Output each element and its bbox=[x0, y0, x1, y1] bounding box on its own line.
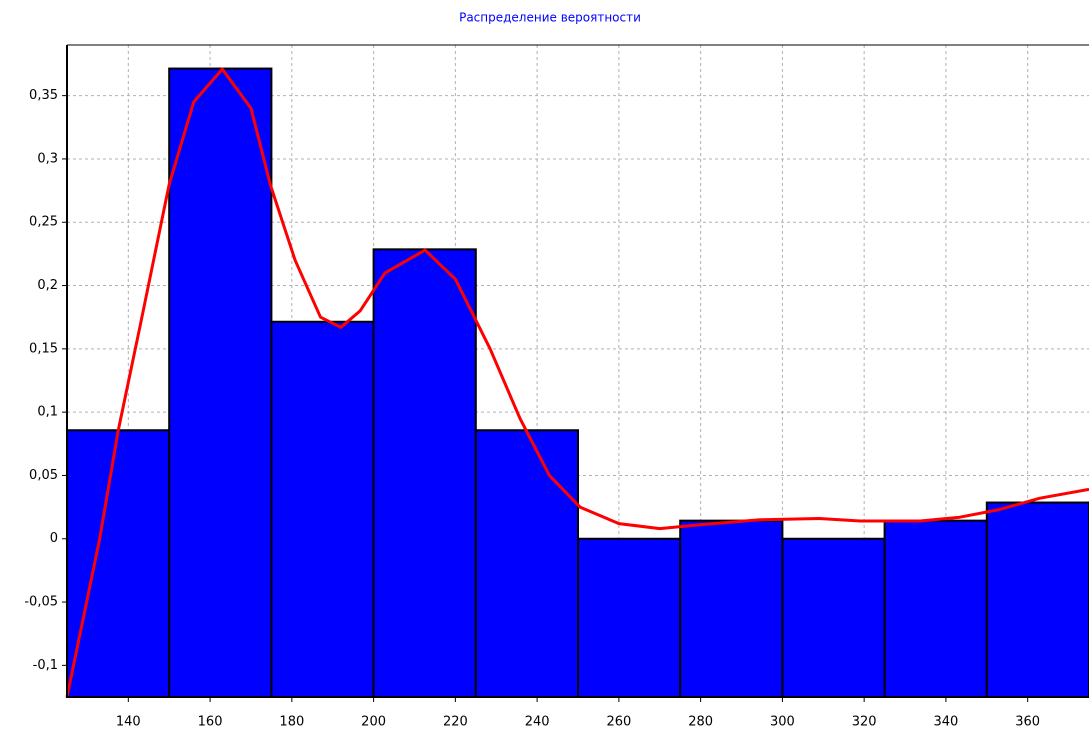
bar bbox=[883, 519, 988, 698]
y-tick-label: 0,15 bbox=[29, 341, 58, 356]
x-tick-label: 180 bbox=[279, 715, 304, 730]
bar bbox=[577, 537, 682, 698]
x-tick-label: 360 bbox=[1015, 715, 1040, 730]
bar bbox=[66, 429, 171, 698]
x-tick-label: 280 bbox=[688, 715, 713, 730]
bar bbox=[168, 67, 273, 698]
x-tick-label: 140 bbox=[116, 715, 141, 730]
bar bbox=[679, 519, 784, 698]
y-tick-label: 0,2 bbox=[37, 278, 58, 293]
y-tick-label: 0,1 bbox=[37, 405, 58, 420]
chart-title: Распределение вероятности bbox=[459, 11, 641, 25]
x-tick-label: 200 bbox=[361, 715, 386, 730]
x-tick-label: 260 bbox=[606, 715, 631, 730]
bar bbox=[270, 320, 375, 698]
x-tick-label: 340 bbox=[934, 715, 959, 730]
bar bbox=[781, 537, 886, 698]
y-tick-label: 0,35 bbox=[29, 88, 58, 103]
y-tick-label: 0 bbox=[50, 531, 58, 546]
x-tick-label: 220 bbox=[443, 715, 468, 730]
density-curve bbox=[65, 67, 1089, 698]
x-tick-label: 300 bbox=[770, 715, 795, 730]
y-tick-label: -0,05 bbox=[24, 595, 58, 610]
y-tick-label: -0,1 bbox=[33, 658, 58, 673]
y-tick-label: 0,3 bbox=[37, 151, 58, 166]
bar bbox=[474, 429, 579, 698]
y-tick-label: 0,25 bbox=[29, 215, 58, 230]
x-tick-label: 320 bbox=[852, 715, 877, 730]
x-tick-label: 240 bbox=[525, 715, 550, 730]
x-tick-label: 160 bbox=[198, 715, 223, 730]
bar bbox=[985, 501, 1089, 699]
y-tick-label: 0,05 bbox=[29, 468, 58, 483]
bar bbox=[372, 248, 477, 698]
